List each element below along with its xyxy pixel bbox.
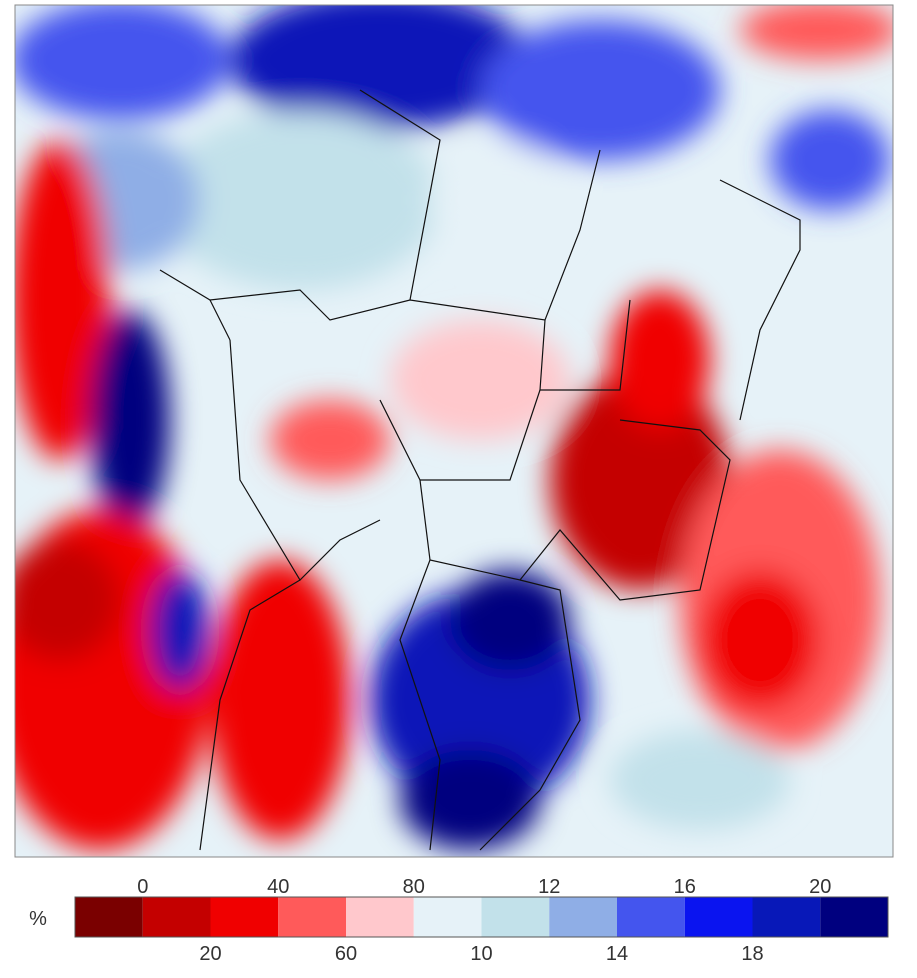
colorbar-label: 18	[741, 943, 763, 965]
colorbar-label: 60	[335, 943, 357, 965]
colorbar-swatch	[549, 897, 617, 937]
colorbar-unit: %	[29, 908, 47, 930]
colorbar-swatch	[278, 897, 346, 937]
borders	[159, 89, 801, 851]
colorbar-swatch	[75, 897, 143, 937]
colorbar-label: 80	[403, 876, 425, 898]
colorbar-swatch	[346, 897, 414, 937]
colorbar-label: 0	[137, 876, 148, 898]
colorbar-label: 40	[267, 876, 289, 898]
colorbar-frame	[74, 896, 889, 938]
colorbar-label: 20	[199, 943, 221, 965]
colorbar-swatch	[413, 897, 482, 937]
colorbar-label: 20	[809, 876, 831, 898]
colorbar-swatch	[481, 897, 550, 937]
colorbar-swatch	[684, 897, 753, 937]
colorbar-label: 10	[470, 943, 492, 965]
colorbar-swatch	[142, 897, 211, 937]
colorbar-swatch	[617, 897, 685, 937]
colorbar-swatch	[820, 897, 888, 937]
colorbar-label: 14	[606, 943, 628, 965]
colorbar-label: 16	[674, 876, 696, 898]
colorbar: 0 40 80 12 16 20 20 60 10 14 18	[74, 876, 889, 965]
anomaly-map	[15, 5, 893, 857]
colorbar-label: 12	[538, 876, 560, 898]
colorbar-swatch	[210, 897, 279, 937]
colorbar-swatch	[752, 897, 821, 937]
